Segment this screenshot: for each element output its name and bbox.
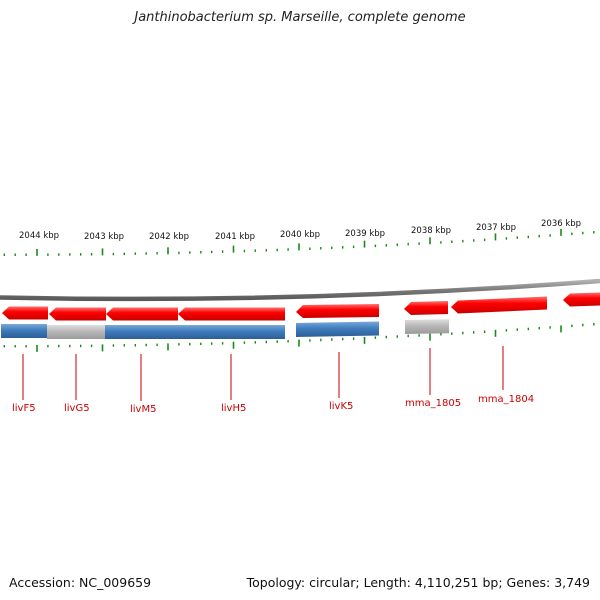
scale-label: 2041 kbp [215,232,255,242]
cds-track [1,319,449,339]
cds-block-livF5[interactable] [1,324,47,338]
scale-label: 2039 kbp [345,229,385,239]
scale-label: 2040 kbp [280,230,320,240]
gene-arrow-livM5[interactable] [106,307,178,321]
cds-block-livG5[interactable] [47,325,105,339]
scale-label: 2042 kbp [149,232,189,242]
cds-block-mma_1805[interactable] [405,319,449,334]
gene-labels: livF5 livG5 livM5 livH5 livK5 mma_1805 m… [12,394,534,415]
cds-block-livK5[interactable] [296,321,379,338]
lower-scale-ticks [3,323,595,352]
gene-label-livH5[interactable]: livH5 [221,403,246,414]
gene-arrow-livH5[interactable] [178,307,285,321]
accession-label: Accession: NC_009659 [9,575,152,590]
gene-arrow-offscreen[interactable] [563,292,600,307]
gene-label-mma_1805[interactable]: mma_1805 [405,398,461,409]
scale-labels: 2044 kbp 2043 kbp 2042 kbp 2041 kbp 2040… [19,219,581,242]
gene-label-livK5[interactable]: livK5 [329,401,353,412]
gene-arrow-livK5[interactable] [296,304,379,318]
cds-block-livH5[interactable] [178,325,285,339]
gene-label-livF5[interactable]: livF5 [12,403,36,414]
scale-label: 2036 kbp [541,219,581,229]
gene-arrow-livF5[interactable] [2,306,48,320]
gene-label-leaders [22,346,504,401]
gene-arrow-livG5[interactable] [49,307,106,321]
genome-backbone [0,278,600,302]
gene-label-livM5[interactable]: livM5 [130,404,156,415]
gene-arrow-mma_1804[interactable] [451,296,547,314]
scale-label: 2044 kbp [19,231,59,241]
gene-arrow-mma_1805[interactable] [404,301,448,315]
gene-label-mma_1804[interactable]: mma_1804 [478,394,534,405]
scale-label: 2037 kbp [476,223,516,233]
genome-summary: Topology: circular; Length: 4,110,251 bp… [246,575,590,590]
scale-label: 2038 kbp [411,226,451,236]
cds-block-livM5[interactable] [105,325,178,339]
upper-scale-ticks [3,228,595,256]
gene-label-livG5[interactable]: livG5 [64,403,90,414]
genome-title: Janthinobacterium sp. Marseille, complet… [134,10,466,25]
gene-track-red [2,292,600,321]
scale-label: 2043 kbp [84,232,124,242]
